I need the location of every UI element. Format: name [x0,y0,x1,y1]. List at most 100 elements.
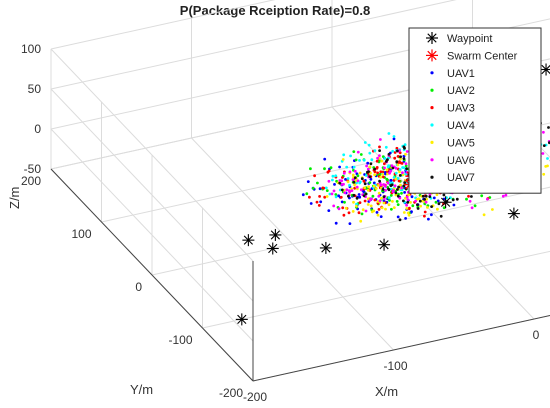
chart-title: P(Package Rceiption Rate)=0.8 [180,3,370,18]
uav-point [319,200,323,204]
uav-point [352,180,356,184]
legend-marker [430,175,434,179]
uav-point [410,195,414,199]
z-tick-label: 0 [34,122,41,136]
uav-point [399,155,402,159]
uav-point [377,194,381,198]
uav-point [378,154,381,158]
uav-point [346,177,350,180]
uav-point [341,158,345,161]
uav-point [401,173,405,177]
uav-point [344,206,348,210]
uav-point [367,143,371,147]
uav-point [383,157,387,160]
uav-point [482,213,486,217]
uav-point [439,214,443,218]
uav-point [408,206,411,210]
uav-point [406,198,410,202]
uav-point [367,185,370,189]
uav-point [328,192,332,196]
legend-label: Waypoint [447,33,492,45]
uav-point [381,170,385,174]
uav-point [306,180,310,184]
uav-point [353,169,357,173]
uav-point [395,146,399,150]
legend-marker [430,140,434,144]
grid-line [50,0,457,90]
uav-point [380,206,384,210]
uav-point [407,213,411,217]
uav-point [467,194,470,198]
legend-label: UAV2 [447,85,475,97]
uav-point [331,174,335,178]
uav-point [397,179,401,183]
uav-point [334,221,338,225]
uav-point [397,185,400,189]
uav-point [340,183,344,186]
waypoint-marker [266,242,279,255]
uav-point [541,152,545,155]
uav-point [399,157,402,161]
uav-point [345,165,349,169]
uav-point [405,207,409,210]
waypoint-marker [235,313,248,326]
uav-point [361,208,365,212]
uav-point [383,166,386,170]
uav-point [384,188,387,192]
uav-point [379,215,383,219]
legend-label: UAV4 [447,120,475,132]
uav-point [384,160,388,163]
uav-point [347,189,351,193]
x-tick-label: 0 [533,328,540,342]
x-axis-line [252,314,550,382]
uav-point [396,149,399,153]
uav-point [339,195,343,199]
uav-point [390,183,394,187]
uav-point [379,138,382,141]
uav-point [398,151,402,155]
uav-point [378,145,381,149]
uav-point [368,181,372,185]
uav-point [386,178,389,182]
uav-point [376,156,379,160]
uav-point [327,179,331,183]
uav-point [343,200,346,204]
uav-point [388,199,391,202]
uav-point [442,206,446,210]
legend-marker [426,49,438,62]
uav-point [315,200,319,204]
uav-point [394,166,398,170]
uav-point [305,192,309,196]
uav-point [347,194,350,198]
legend: Waypoint Swarm Center UAV1 UAV2 UAV3 UAV4 UAV5… [408,27,542,194]
legend-label: UAV1 [447,68,475,80]
legend-label: UAV3 [447,103,475,115]
uav-point [430,213,433,217]
uav-point [389,187,393,191]
uav-point [366,188,370,192]
uav-point [384,207,387,211]
uav-point [396,194,400,198]
uav-point [398,196,402,200]
uav-point [380,196,383,200]
legend-item: UAV5 [430,137,475,149]
uav-point [348,222,352,226]
uav-point [546,157,549,160]
uav-point [372,184,376,188]
uav-point [309,167,312,171]
y-tick-label: -100 [168,333,192,347]
legend-item: Swarm Center [426,49,518,62]
uav-point [391,200,394,203]
legend-label: UAV5 [447,137,475,149]
uav-point [402,199,405,203]
uav-point [391,166,395,170]
uav-point [398,168,402,172]
uav-point [397,192,400,196]
uav-point [547,126,550,129]
uav-point [350,189,354,193]
uav-point [369,162,373,166]
y-tick-label: 100 [71,227,91,241]
uav-point [357,211,361,215]
uav-point [386,181,390,185]
z-tick-label: 50 [28,82,42,96]
